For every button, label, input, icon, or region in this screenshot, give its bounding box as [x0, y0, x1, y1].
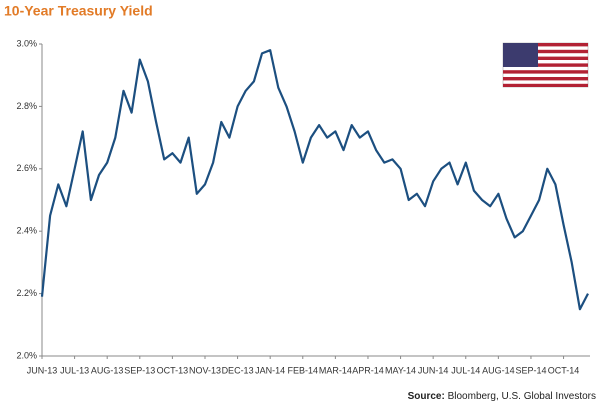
source-text: Bloomberg, U.S. Global Investors [448, 391, 596, 402]
x-tick-label: MAR-14 [319, 365, 352, 375]
y-tick-label: 3.0% [16, 38, 37, 48]
x-tick-label: JAN-14 [255, 365, 285, 375]
us-flag [502, 42, 589, 88]
chart-title: 10-Year Treasury Yield [4, 3, 153, 19]
y-tick-label: 2.6% [16, 163, 37, 173]
y-tick-label: 2.4% [16, 226, 37, 236]
x-tick-label: MAY-14 [385, 365, 416, 375]
series-line [40, 49, 589, 311]
y-tick-label: 2.0% [16, 350, 37, 360]
x-tick-label: JUN-13 [27, 365, 58, 375]
source: Source: Bloomberg, U.S. Global Investors [408, 391, 596, 402]
x-tick-label: JUN-14 [418, 365, 449, 375]
x-tick-label: AUG-13 [91, 365, 124, 375]
x-tick-label: AUG-14 [482, 365, 515, 375]
x-tick-label: JUL-13 [60, 365, 89, 375]
x-tick-label: SEP-14 [515, 365, 546, 375]
x-tick-label: FEB-14 [288, 365, 319, 375]
x-tick-label: SEP-13 [124, 365, 155, 375]
x-tick-label: OCT-13 [157, 365, 189, 375]
y-tick-label: 2.2% [16, 288, 37, 298]
x-tick-label: JUL-14 [451, 365, 480, 375]
x-tick-label: DEC-13 [222, 365, 254, 375]
x-tick-label: APR-14 [352, 365, 384, 375]
source-label: Source: [408, 391, 445, 402]
x-tick-label: NOV-13 [189, 365, 221, 375]
y-tick-label: 2.8% [16, 101, 37, 111]
x-tick-label: OCT-14 [548, 365, 580, 375]
